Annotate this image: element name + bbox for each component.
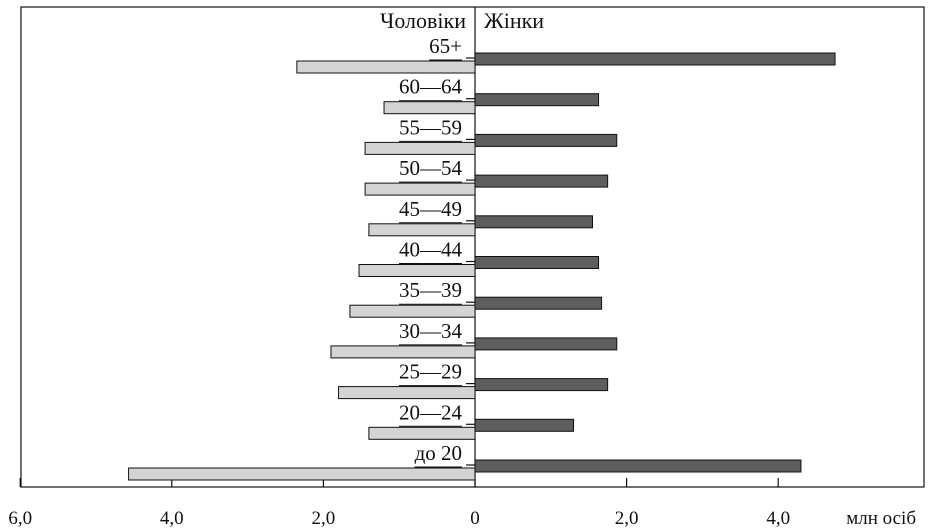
bar-men — [364, 182, 476, 196]
bar-women — [474, 215, 593, 229]
bar-women — [474, 133, 618, 147]
bar-women — [474, 337, 618, 351]
category-label: 40—44 — [399, 238, 463, 262]
bar-men — [128, 467, 476, 481]
category-label: 60—64 — [399, 75, 463, 99]
plot-frame — [20, 6, 925, 488]
bar-women — [474, 52, 836, 66]
bar-men — [368, 426, 476, 440]
legend-men: Чоловіки — [380, 8, 466, 33]
x-tick-label: 6,0 — [8, 508, 32, 529]
bar-women — [474, 296, 603, 310]
bar-men — [368, 223, 476, 237]
x-axis-ticks: 6,0 4,0 2,0 0 2,0 4,0 — [8, 478, 790, 529]
x-tick-label: 0 — [470, 508, 480, 529]
x-tick-label: 2,0 — [312, 508, 336, 529]
bar-men — [338, 386, 476, 400]
category-label: до 20 — [415, 441, 462, 465]
category-label: 50—54 — [399, 156, 463, 180]
x-tick-label: 4,0 — [766, 508, 790, 529]
bar-women — [474, 93, 600, 107]
bar-men — [383, 101, 476, 115]
bar-women — [474, 418, 575, 432]
category-label: 45—49 — [399, 197, 462, 221]
bar-women — [474, 378, 609, 392]
bar-men — [296, 60, 476, 74]
x-axis-unit-label: млн осіб — [846, 508, 916, 529]
bar-men — [364, 141, 476, 155]
bar-women — [474, 174, 609, 188]
category-label: 30—34 — [399, 319, 463, 343]
category-label: 25—29 — [399, 360, 462, 384]
bar-women — [474, 256, 600, 269]
x-tick-label: 2,0 — [615, 508, 639, 529]
category-label: 20—24 — [399, 400, 463, 424]
category-labels: 65+ 60—64 55—59 50—54 45—49 40—44 35—39 30—34 25… — [399, 34, 475, 468]
category-label: 65+ — [429, 34, 462, 58]
bar-men — [358, 264, 476, 277]
category-label: 55—59 — [399, 115, 462, 139]
x-tick-label: 4,0 — [160, 508, 184, 529]
bar-men — [349, 304, 476, 318]
category-label: 35—39 — [399, 278, 462, 302]
legend-women: Жінки — [484, 8, 544, 33]
bar-women — [474, 459, 802, 473]
bar-men — [330, 345, 476, 359]
bars-group — [128, 52, 836, 481]
